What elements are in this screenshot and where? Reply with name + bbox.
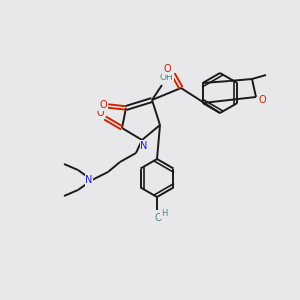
Text: O: O (163, 64, 171, 74)
Text: N: N (85, 175, 93, 185)
Text: O: O (154, 213, 162, 223)
Text: N: N (140, 141, 148, 151)
Text: O: O (258, 95, 266, 105)
Text: OH: OH (159, 74, 173, 82)
Text: O: O (99, 100, 107, 110)
Text: H: H (161, 209, 167, 218)
Text: O: O (96, 108, 104, 118)
